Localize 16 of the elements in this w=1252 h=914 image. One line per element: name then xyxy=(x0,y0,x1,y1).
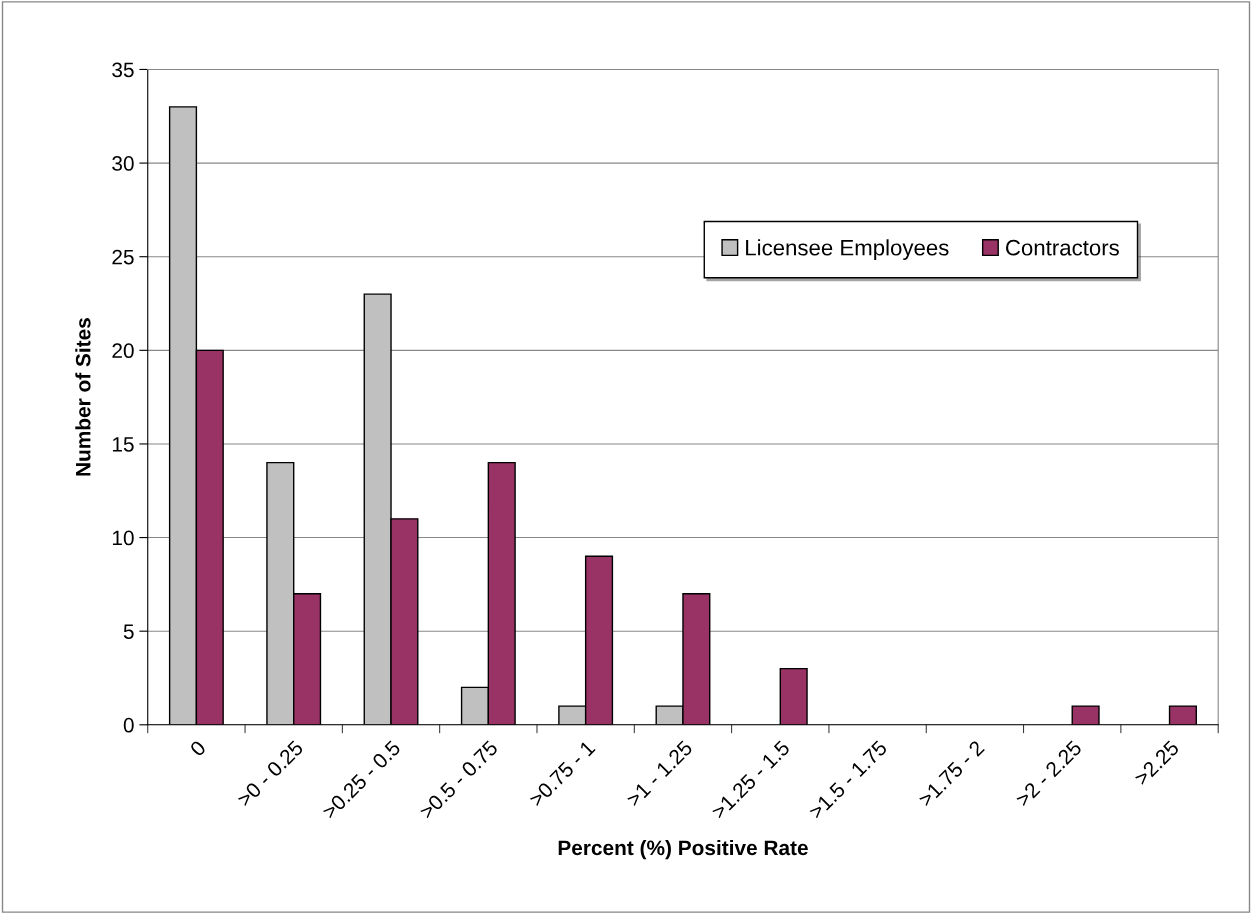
y-tick-label: 10 xyxy=(112,530,134,546)
bar xyxy=(1071,705,1100,725)
y-tick-label: 30 xyxy=(112,156,134,171)
x-tick-label: 0 xyxy=(189,739,207,758)
bar xyxy=(1168,705,1197,725)
bar xyxy=(779,667,808,725)
y-tick-label: 25 xyxy=(112,249,134,265)
legend-label: Licensee Employees xyxy=(746,239,949,260)
y-tick-label: 0 xyxy=(123,717,134,733)
y-tick-label: 20 xyxy=(112,343,134,359)
y-tick-label: 5 xyxy=(123,624,134,639)
y-axis-title: Number of Sites xyxy=(75,318,91,476)
y-tick-label: 35 xyxy=(112,62,134,78)
legend-label: Contractors xyxy=(1006,239,1119,256)
y-tick-label: 15 xyxy=(112,437,134,452)
x-axis-title: Percent (%) Positive Rate xyxy=(558,839,808,860)
